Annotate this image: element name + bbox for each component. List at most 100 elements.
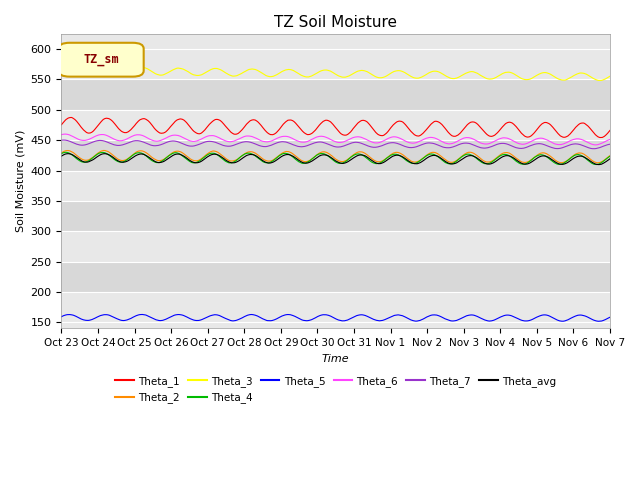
- Theta_3: [209, 66, 217, 72]
- Theta_1: [125, 129, 132, 134]
- Line: Theta_2: Theta_2: [61, 151, 610, 163]
- Theta_2: [125, 155, 132, 161]
- Theta_5: [403, 315, 411, 321]
- Theta_7: [125, 140, 132, 145]
- Legend: Theta_1, Theta_2, Theta_3, Theta_4, Theta_5, Theta_6, Theta_7, Theta_avg: Theta_1, Theta_2, Theta_3, Theta_4, Thet…: [111, 372, 561, 407]
- Theta_1: [403, 124, 411, 130]
- Theta_2: [100, 148, 108, 154]
- Theta_3: [403, 71, 411, 77]
- Line: Theta_4: Theta_4: [61, 152, 610, 165]
- Theta_4: [591, 162, 599, 168]
- Bar: [61, 170, 610, 201]
- Theta_7: [590, 146, 598, 152]
- FancyBboxPatch shape: [59, 43, 144, 77]
- Theta_5: [180, 313, 188, 319]
- Theta_6: [419, 137, 427, 143]
- Theta_4: [125, 156, 132, 162]
- Theta_5: [419, 316, 427, 322]
- Theta_avg: [65, 151, 72, 156]
- Line: Theta_3: Theta_3: [61, 67, 610, 81]
- Theta_avg: [68, 152, 76, 157]
- Theta_avg: [180, 154, 188, 159]
- Theta_3: [419, 73, 427, 79]
- Theta_2: [419, 156, 427, 161]
- Theta_4: [58, 151, 65, 156]
- Theta_2: [403, 155, 411, 161]
- Text: TZ_sm: TZ_sm: [84, 53, 119, 66]
- Y-axis label: Soil Moisture (mV): Soil Moisture (mV): [15, 130, 25, 232]
- Bar: [61, 201, 610, 231]
- Theta_3: [180, 67, 188, 72]
- Theta_6: [403, 139, 411, 144]
- Theta_7: [403, 144, 411, 150]
- Theta_3: [66, 64, 74, 70]
- Theta_7: [60, 137, 68, 143]
- Theta_5: [209, 312, 217, 318]
- Theta_5: [58, 314, 65, 320]
- Bar: [61, 49, 610, 80]
- Theta_7: [419, 141, 427, 147]
- Theta_2: [67, 149, 75, 155]
- Theta_2: [58, 150, 65, 156]
- Theta_6: [68, 133, 76, 139]
- Theta_7: [58, 137, 65, 143]
- Theta_4: [606, 154, 614, 159]
- Theta_1: [58, 122, 65, 128]
- Theta_4: [68, 152, 76, 158]
- Bar: [61, 140, 610, 170]
- Theta_4: [403, 158, 411, 164]
- Theta_3: [125, 71, 132, 77]
- Theta_avg: [595, 162, 603, 168]
- Line: Theta_1: Theta_1: [61, 118, 610, 138]
- Theta_avg: [403, 157, 411, 163]
- Theta_4: [62, 149, 70, 155]
- Theta_4: [209, 150, 217, 156]
- Theta_2: [606, 153, 614, 158]
- Theta_4: [419, 156, 427, 161]
- Line: Theta_7: Theta_7: [61, 140, 610, 149]
- Theta_5: [606, 314, 614, 320]
- Theta_5: [67, 312, 75, 318]
- Theta_3: [58, 67, 65, 72]
- Title: TZ Soil Moisture: TZ Soil Moisture: [274, 15, 397, 30]
- Bar: [61, 80, 610, 110]
- Theta_avg: [125, 157, 132, 163]
- Theta_avg: [209, 151, 217, 157]
- Line: Theta_avg: Theta_avg: [61, 154, 610, 165]
- Line: Theta_6: Theta_6: [61, 134, 610, 145]
- Theta_7: [68, 139, 76, 145]
- Theta_3: [606, 73, 614, 79]
- Theta_avg: [58, 153, 65, 159]
- Theta_3: [596, 78, 604, 84]
- Theta_2: [594, 160, 602, 166]
- Theta_6: [606, 137, 614, 143]
- Bar: [61, 110, 610, 140]
- Line: Theta_5: Theta_5: [61, 314, 610, 321]
- Theta_7: [209, 139, 217, 144]
- Theta_5: [595, 318, 602, 324]
- Bar: [61, 292, 610, 322]
- Theta_2: [209, 148, 217, 154]
- Theta_1: [596, 135, 604, 141]
- Theta_7: [180, 142, 188, 147]
- Theta_7: [606, 141, 614, 147]
- X-axis label: Time: Time: [322, 354, 349, 364]
- Theta_6: [125, 135, 132, 141]
- Theta_6: [209, 133, 217, 139]
- Theta_3: [68, 64, 76, 70]
- Theta_1: [67, 115, 75, 120]
- Theta_1: [209, 118, 217, 124]
- Bar: [61, 262, 610, 292]
- Theta_6: [591, 142, 599, 148]
- Theta_1: [606, 128, 614, 133]
- Theta_1: [68, 115, 76, 120]
- Theta_1: [180, 118, 188, 123]
- Theta_1: [419, 131, 427, 136]
- Theta_5: [124, 317, 132, 323]
- Theta_avg: [419, 158, 427, 164]
- Theta_2: [180, 151, 188, 157]
- Theta_6: [180, 135, 188, 141]
- Theta_avg: [606, 156, 614, 162]
- Theta_5: [138, 312, 146, 317]
- Theta_6: [61, 131, 69, 137]
